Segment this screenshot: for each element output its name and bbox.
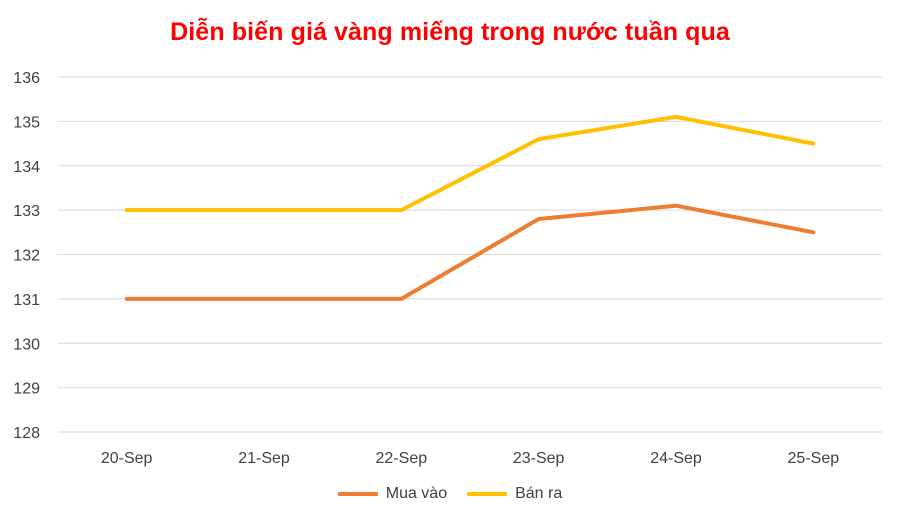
y-tick-label: 130	[13, 336, 40, 353]
y-tick-label: 128	[13, 425, 40, 442]
legend-label-mua-vao: Mua vào	[385, 485, 448, 502]
y-tick-label: 133	[13, 203, 40, 220]
legend: Mua vào Bán ra	[0, 485, 900, 503]
x-tick-label: 23-Sep	[513, 450, 565, 467]
y-tick-label: 136	[13, 70, 40, 87]
legend-item-mua-vao: Mua vào	[337, 485, 448, 503]
series-line-mua-vao	[124, 203, 816, 301]
y-axis-ticks: 128 129 130 131 132 133 134 135 136	[13, 70, 40, 442]
y-tick-label: 131	[13, 292, 40, 309]
legend-swatch-mua-vao	[337, 492, 378, 496]
x-axis-ticks: 20-Sep 21-Sep 22-Sep 23-Sep 24-Sep 25-Sep	[101, 450, 839, 467]
x-tick-label: 21-Sep	[238, 450, 290, 467]
x-tick-label: 22-Sep	[376, 450, 428, 467]
chart-title: Diễn biến giá vàng miếng trong nước tuần…	[170, 18, 730, 46]
legend-item-ban-ra: Bán ra	[467, 485, 562, 503]
y-tick-label: 132	[13, 248, 40, 265]
y-tick-label: 135	[13, 114, 40, 131]
legend-swatch-ban-ra	[467, 492, 508, 496]
x-tick-label: 20-Sep	[101, 450, 153, 467]
x-tick-label: 25-Sep	[788, 450, 840, 467]
series-line-ban-ra	[124, 114, 816, 213]
y-tick-label: 134	[13, 159, 40, 176]
y-tick-label: 129	[13, 381, 40, 398]
legend-label-ban-ra: Bán ra	[515, 485, 563, 502]
x-tick-label: 24-Sep	[650, 450, 702, 467]
gridlines	[58, 76, 882, 433]
series-lines	[124, 114, 816, 301]
